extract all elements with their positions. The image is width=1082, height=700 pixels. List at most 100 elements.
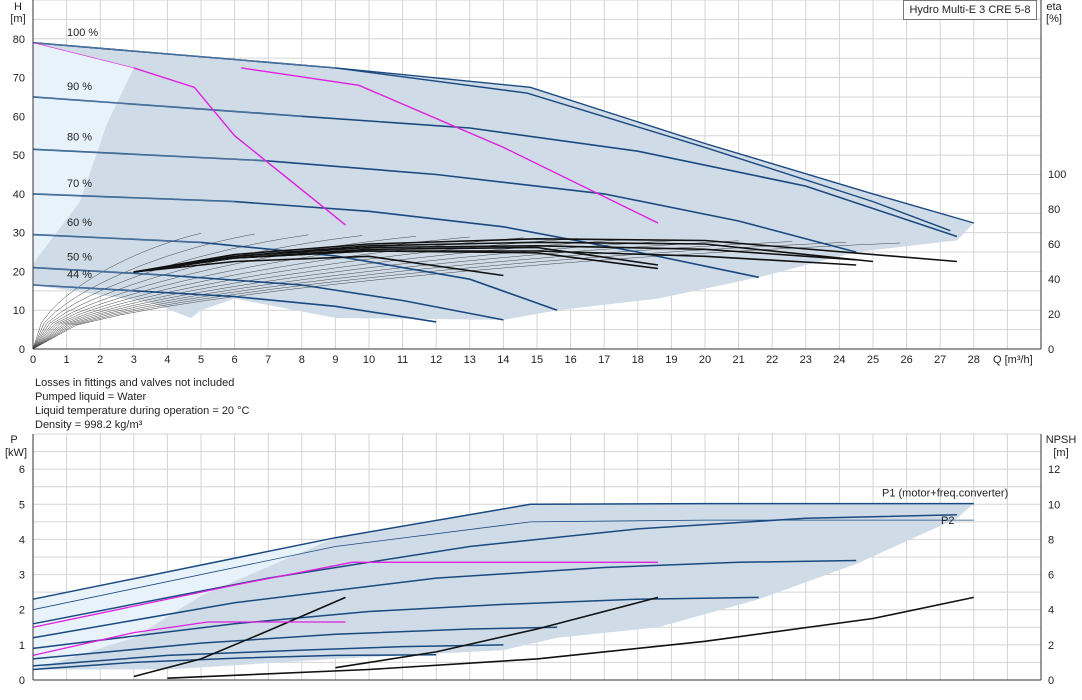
- x-tick-label: 11: [397, 354, 408, 366]
- x-tick-label: 16: [564, 354, 576, 366]
- y-axis-unit: [m]: [10, 13, 25, 25]
- speed-label: 100 %: [67, 27, 98, 39]
- y-tick-label: 40: [13, 189, 25, 201]
- npsh-axis-unit: [m]: [1053, 447, 1068, 459]
- x-tick-label: 26: [900, 354, 912, 366]
- efficiency-iso-line: [32, 239, 632, 350]
- extended-area: [33, 537, 336, 670]
- x-tick-label: 12: [430, 354, 442, 366]
- x-axis-label: Q [m³/h]: [993, 354, 1033, 366]
- y-tick-label: 2: [19, 605, 25, 617]
- x-tick-label: 24: [833, 354, 845, 366]
- efficiency-curve: [133, 250, 659, 273]
- y-axis-unit: [kW]: [5, 447, 27, 459]
- speed-label: 70 %: [67, 178, 92, 190]
- npsh-curve: [133, 596, 346, 678]
- npsh-tick-label: 2: [1048, 640, 1054, 652]
- eta-axis-label: eta: [1046, 1, 1062, 13]
- y-tick-label: 5: [19, 499, 25, 511]
- head-curve-extension: [32, 193, 235, 202]
- head-curve-extension: [32, 42, 336, 69]
- x-tick-label: 15: [531, 354, 543, 366]
- note-density: Density = 998.2 kg/m³: [35, 419, 143, 431]
- operating-area: [33, 503, 974, 670]
- operating-area: [33, 42, 974, 320]
- y-tick-label: 80: [13, 34, 25, 46]
- efficiency-iso-line: [32, 242, 900, 350]
- y-tick-label: 20: [13, 266, 25, 278]
- npsh-curve: [167, 596, 974, 679]
- x-tick-label: 2: [97, 354, 103, 366]
- eta-tick-label: 60: [1048, 239, 1060, 251]
- x-tick-label: 4: [164, 354, 170, 366]
- x-tick-label: 23: [800, 354, 812, 366]
- head-curve-extension: [32, 234, 202, 243]
- chart-title: Hydro Multi-E 3 CRE 5-8: [903, 0, 1037, 20]
- duty-limit-curve: [32, 561, 658, 628]
- efficiency-iso-line: [32, 237, 524, 350]
- eta-tick-label: 20: [1048, 309, 1060, 321]
- x-tick-label: 8: [299, 354, 305, 366]
- duty-limit-curve: [241, 67, 659, 224]
- speed-label: 50 %: [67, 252, 92, 264]
- x-tick-label: 5: [198, 354, 204, 366]
- eta-tick-label: 100: [1048, 169, 1066, 181]
- y-tick-label: 4: [19, 534, 25, 546]
- speed-label: 90 %: [67, 81, 92, 93]
- x-tick-label: 3: [131, 354, 137, 366]
- speed-label: 60 %: [67, 217, 92, 229]
- x-tick-label: 21: [732, 354, 744, 366]
- npsh-tick-label: 6: [1048, 570, 1054, 582]
- x-tick-label: 14: [497, 354, 509, 366]
- npsh-tick-label: 8: [1048, 534, 1054, 546]
- power-curve: [32, 559, 857, 639]
- eta-tick-label: 0: [1048, 344, 1054, 356]
- duty-limit-curve: [133, 67, 346, 226]
- x-tick-label: 20: [699, 354, 711, 366]
- y-tick-label: 60: [13, 111, 25, 123]
- x-tick-label: 0: [30, 354, 36, 366]
- head-curve-extension: [32, 96, 302, 117]
- series-label-p1: P1 (motor+freq.converter): [882, 488, 1008, 500]
- x-tick-label: 25: [867, 354, 879, 366]
- x-tick-label: 22: [766, 354, 778, 366]
- x-tick-label: 19: [665, 354, 677, 366]
- y-tick-label: 3: [19, 570, 25, 582]
- power-curve: [32, 519, 974, 611]
- duty-limit-curve: [32, 621, 346, 657]
- note-temperature: Liquid temperature during operation = 20…: [35, 405, 250, 417]
- series-label-p2: P2: [941, 515, 954, 527]
- x-tick-label: 7: [265, 354, 271, 366]
- power-curve: [32, 626, 558, 660]
- x-tick-label: 9: [332, 354, 338, 366]
- eta-tick-label: 40: [1048, 274, 1060, 286]
- y-tick-label: 0: [19, 344, 25, 356]
- power-npsh-plot: P1 (motor+freq.converter)P20123456024681…: [5, 433, 1076, 687]
- npsh-tick-label: 12: [1048, 464, 1060, 476]
- x-tick-label: 13: [464, 354, 476, 366]
- head-efficiency-plot: 100 %90 %80 %70 %60 %50 %44 %01020304050…: [10, 0, 1066, 366]
- power-curve: [32, 644, 504, 667]
- head-curve-extension: [32, 284, 134, 292]
- speed-label: 80 %: [67, 131, 92, 143]
- npsh-curve: [335, 596, 659, 669]
- y-tick-label: 50: [13, 150, 25, 162]
- head-curve-extension: [32, 267, 168, 276]
- efficiency-curve: [133, 237, 958, 273]
- efficiency-iso-line: [32, 236, 417, 350]
- note-liquid: Pumped liquid = Water: [35, 391, 147, 403]
- y-axis-label: H: [14, 1, 22, 13]
- eta-axis-unit: [%]: [1046, 13, 1062, 25]
- npsh-tick-label: 0: [1048, 675, 1054, 687]
- npsh-tick-label: 4: [1048, 605, 1054, 617]
- x-tick-label: 17: [598, 354, 610, 366]
- npsh-tick-label: 10: [1048, 499, 1060, 511]
- speed-label: 44 %: [67, 269, 92, 281]
- power-curve: [32, 502, 974, 600]
- duty-limit-extension: [32, 42, 134, 69]
- power-curve: [32, 596, 759, 650]
- y-tick-label: 1: [19, 640, 25, 652]
- x-tick-label: 27: [934, 354, 946, 366]
- y-tick-label: 6: [19, 464, 25, 476]
